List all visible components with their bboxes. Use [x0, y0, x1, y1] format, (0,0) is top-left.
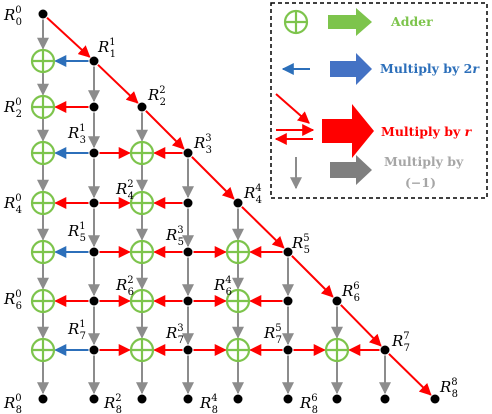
node-label-R84: R4 8	[199, 393, 218, 414]
node-label-R31: R1 3	[67, 123, 86, 146]
node-dot	[430, 394, 440, 404]
adder-icon	[225, 239, 251, 265]
node-label-R71: R1 7	[67, 319, 86, 342]
node-dot	[89, 56, 99, 66]
legend-box	[270, 2, 488, 199]
node-dot	[183, 148, 193, 158]
legend-neg1-arrow-icon	[330, 155, 372, 185]
diagonal-arrow	[97, 64, 139, 104]
node-label-R62: R2 6	[115, 275, 134, 298]
legend-r-text: Multiply by r	[381, 124, 473, 139]
adder-icon	[324, 337, 350, 363]
diagonal-arrow	[46, 16, 91, 58]
node-label-R73: R3 7	[165, 323, 184, 346]
node-label-R60: R0 6	[3, 289, 22, 312]
nodes-layer	[38, 9, 440, 404]
node-dot	[233, 394, 243, 404]
node-dot	[183, 394, 193, 404]
adder-icon	[30, 288, 56, 314]
node-label-R82: R2 8	[103, 393, 122, 414]
node-label-R11: R1 1	[97, 37, 116, 60]
node-dot	[283, 394, 293, 404]
node-label-R66: R6 6	[341, 281, 360, 304]
adder-icon	[129, 337, 155, 363]
adder-icon	[129, 288, 155, 314]
adder-icon	[30, 140, 56, 166]
legend-adder-arrow-icon	[328, 8, 372, 36]
legend-adder-text: Adder	[390, 14, 433, 29]
legend-neg1-text-line1: Multiply by	[384, 154, 464, 169]
adder-icon	[30, 48, 56, 74]
legend-adder-icon	[283, 9, 309, 35]
node-dot	[183, 198, 193, 208]
node-label-R20: R0 2	[3, 97, 22, 120]
node-dot	[38, 9, 48, 19]
node-label-R22: R2 2	[147, 85, 166, 108]
node-dot	[283, 345, 293, 355]
node-label-R44: R4 4	[243, 183, 262, 206]
node-dot	[233, 198, 243, 208]
adders-layer	[30, 48, 350, 363]
adder-icon	[129, 190, 155, 216]
node-dot	[283, 247, 293, 257]
node-label-R80: R0 8	[3, 393, 22, 414]
labels-layer: R0 0 R1 1 R0 2 R2 2 R1 3 R3 3 R0 4 R2 4 R4 4 R1 5 R3 5 R5 5 R0 6 R…	[3, 5, 458, 414]
node-label-R77: R7 7	[391, 331, 410, 354]
node-label-R64: R4 6	[213, 275, 232, 298]
legend-red-diagonal-icon	[275, 93, 310, 124]
node-label-R42: R2 4	[115, 179, 134, 202]
node-dot	[38, 394, 48, 404]
legend-2r-text: Multiply by 2r	[380, 61, 480, 76]
adder-icon	[30, 337, 56, 363]
edges-layer	[37, 16, 432, 396]
node-dot	[89, 247, 99, 257]
node-dot	[380, 394, 390, 404]
node-dot	[332, 394, 342, 404]
node-label-R40: R0 4	[3, 193, 22, 216]
node-dot	[89, 102, 99, 112]
node-label-R75: R5 7	[263, 323, 282, 346]
node-label-R51: R1 5	[67, 221, 86, 244]
node-label-R88: R8 8	[439, 377, 458, 400]
node-dot	[332, 296, 342, 306]
node-dot	[89, 296, 99, 306]
diagonal-arrow	[241, 206, 285, 249]
node-label-R33: R3 3	[193, 133, 212, 156]
adder-icon	[30, 94, 56, 120]
diagonal-arrow	[191, 156, 235, 200]
node-dot	[380, 345, 390, 355]
adder-icon	[129, 140, 155, 166]
legend-neg1-text-line2: (−1)	[405, 175, 436, 190]
adder-icon	[225, 288, 251, 314]
legend: Adder Multiply by 2r Multiply by r Multi…	[270, 2, 488, 199]
diagonal-arrow	[291, 255, 334, 298]
node-dot	[183, 345, 193, 355]
node-dot	[137, 102, 147, 112]
legend-r-arrow-icon	[322, 104, 374, 158]
adder-icon	[30, 239, 56, 265]
node-dot	[137, 394, 147, 404]
legend-2r-arrow-icon	[330, 53, 372, 85]
diagonal-arrow	[388, 353, 432, 396]
node-label-R55: R5 5	[291, 233, 310, 256]
node-dot	[89, 345, 99, 355]
node-dot	[283, 296, 293, 306]
node-label-R53: R3 5	[165, 225, 184, 248]
adder-icon	[30, 190, 56, 216]
adder-icon	[129, 239, 155, 265]
node-dot	[183, 247, 193, 257]
adder-icon	[225, 337, 251, 363]
diagonal-arrow	[340, 304, 382, 347]
node-dot	[89, 198, 99, 208]
node-dot	[89, 394, 99, 404]
node-label-R86: R6 8	[299, 393, 318, 414]
diagonal-arrow	[145, 110, 185, 150]
node-dot	[89, 148, 99, 158]
node-label-R00: R0 0	[3, 5, 22, 28]
node-dot	[183, 296, 193, 306]
